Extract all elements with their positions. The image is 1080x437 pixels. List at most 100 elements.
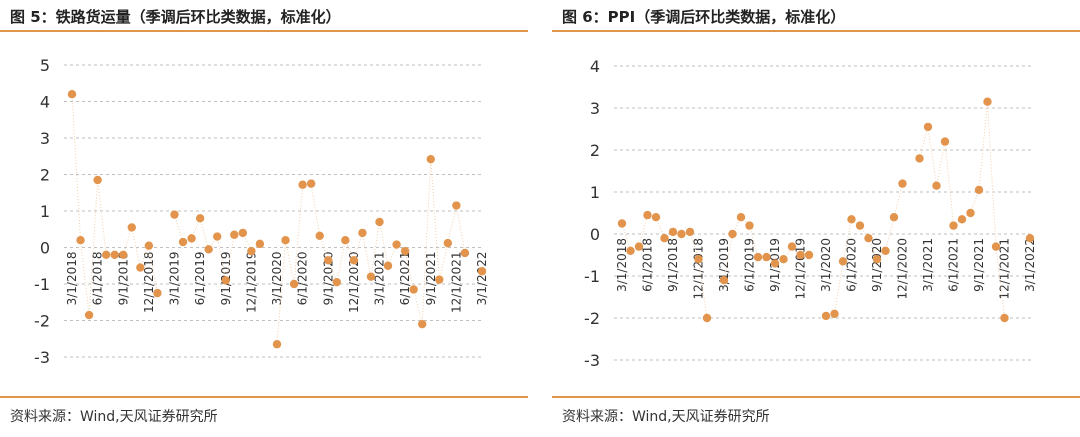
chart-panel-railway: 图 5：铁路货运量（季调后环比类数据，标准化） 5 4 3 2 1 0 -1 -2 -3 3/1/…	[0, 0, 528, 437]
data-point	[178, 237, 188, 247]
series-line-segment	[319, 235, 329, 261]
data-point	[195, 214, 205, 223]
y-tick-label: 1	[590, 183, 600, 202]
data-point	[643, 210, 652, 220]
data-point	[315, 231, 324, 241]
data-point	[940, 137, 950, 146]
data-point	[779, 255, 788, 264]
data-point	[898, 179, 907, 188]
data-point	[366, 272, 376, 281]
x-tick-label: 9/1/2018	[116, 252, 130, 306]
x-tick-label: 6/1/2019	[743, 238, 757, 292]
y-tick-label: 0	[40, 239, 50, 258]
x-tick-label: 3/1/2021	[921, 238, 935, 292]
data-point	[685, 227, 695, 237]
y-tick-label: 1	[40, 202, 50, 221]
data-point	[634, 242, 644, 251]
series-line-segment	[71, 94, 82, 241]
y-tick-label: -3	[34, 348, 50, 367]
series-line-segment	[447, 205, 457, 244]
x-tick-label: 6/1/2021	[947, 238, 961, 292]
series-line-segment	[413, 289, 423, 325]
data-point	[170, 210, 179, 219]
x-tick-label: 6/1/2019	[193, 252, 207, 306]
data-point	[872, 255, 882, 264]
data-point	[101, 250, 111, 259]
x-tick-label: 6/1/2020	[296, 252, 310, 306]
data-point	[830, 309, 839, 318]
series-line-segment	[698, 259, 708, 319]
data-point	[324, 256, 333, 265]
data-point	[409, 285, 418, 294]
series-line-segment	[927, 126, 937, 186]
x-tick-label: 12/1/2019	[244, 252, 258, 314]
data-point	[804, 250, 814, 260]
series-line-segment	[361, 232, 372, 277]
x-tick-label: 12/1/2021	[998, 238, 1012, 300]
top-rule	[552, 30, 1080, 32]
series-line-segment	[978, 101, 988, 190]
data-point	[753, 252, 763, 262]
series-line-segment	[842, 219, 852, 262]
series-line-segment	[455, 205, 466, 254]
y-tick-label: -3	[584, 351, 600, 370]
data-point	[255, 239, 265, 249]
x-tick-label: 9/1/2020	[870, 238, 884, 292]
x-tick-label: 12/1/2020	[347, 252, 361, 314]
data-point	[119, 250, 128, 259]
x-tick-label: 6/1/2020	[845, 238, 859, 292]
x-tick-label: 3/1/2022	[1023, 238, 1037, 292]
series-line-segment	[174, 214, 184, 243]
data-point	[923, 122, 933, 132]
data-point	[349, 256, 359, 265]
y-tick-label: 0	[590, 225, 600, 244]
x-tick-label: 12/1/2018	[142, 252, 156, 314]
x-tick-label: 12/1/2021	[449, 252, 463, 314]
bottom-rule	[552, 396, 1080, 398]
source-note: 资料来源：Wind,天风证券研究所	[562, 409, 770, 425]
series-line-segment	[723, 233, 733, 281]
data-point	[694, 255, 703, 264]
data-point	[983, 97, 992, 106]
x-tick-label: 3/1/2018	[615, 238, 629, 292]
data-point	[617, 219, 627, 228]
x-tick-label: 3/1/2022	[475, 252, 489, 306]
data-point	[452, 201, 461, 210]
data-point	[770, 259, 780, 268]
data-point	[1000, 313, 1009, 323]
data-point	[460, 248, 470, 258]
source-note: 资料来源：Wind,天风证券研究所	[10, 409, 218, 425]
y-tick-label: 3	[40, 129, 50, 148]
top-rule	[0, 30, 528, 32]
series-line-segment	[834, 261, 844, 314]
series-line-segment	[310, 183, 321, 236]
series-line-segment	[370, 221, 380, 277]
data-point	[435, 275, 444, 284]
data-point	[272, 340, 282, 349]
data-point	[762, 252, 771, 262]
series-line-segment	[638, 214, 648, 247]
series-line-segment	[199, 218, 210, 250]
data-point	[702, 313, 712, 323]
data-point	[855, 221, 865, 230]
series-line-segment	[936, 141, 946, 186]
data-point	[426, 154, 435, 164]
x-tick-label: 9/1/2021	[424, 252, 438, 306]
data-point	[289, 279, 299, 289]
data-point	[932, 181, 941, 190]
series-line-segment	[131, 227, 141, 268]
chart-panel-ppi: 图 6：PPI（季调后环比类数据，标准化） 4 3 2 1 0 -1 -2 -3 3/1/201…	[552, 0, 1080, 437]
data-point	[889, 213, 899, 222]
data-point	[796, 250, 805, 260]
data-point	[221, 276, 230, 285]
data-point	[153, 288, 162, 298]
data-point	[400, 246, 410, 256]
data-point	[915, 154, 924, 163]
figure-title: 图 6：PPI（季调后环比类数据，标准化）	[562, 8, 846, 26]
x-tick-label: 6/1/2021	[398, 252, 412, 306]
x-tick-label: 9/1/2020	[321, 252, 335, 306]
data-point	[443, 238, 453, 248]
data-point	[1025, 234, 1035, 243]
data-point	[668, 227, 678, 237]
data-point	[745, 221, 754, 230]
